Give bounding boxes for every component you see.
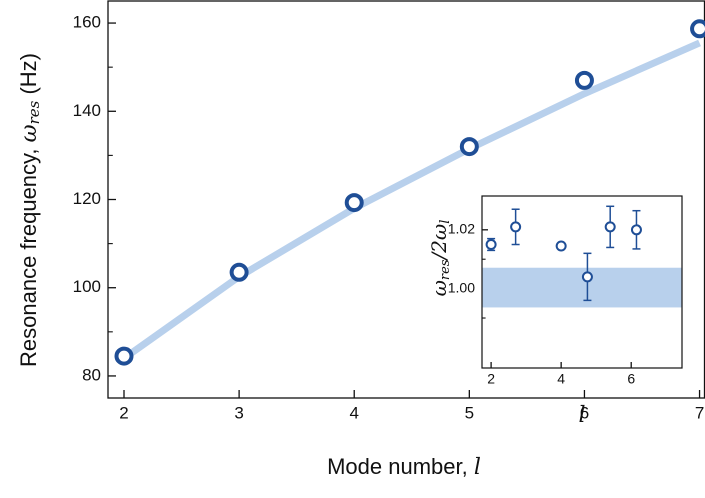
data-point xyxy=(574,70,594,90)
inset-x-label: l xyxy=(578,403,585,428)
x-tick-label: 6 xyxy=(627,371,635,387)
y-tick-label: 1.02 xyxy=(448,221,475,237)
y-tick-label: 100 xyxy=(73,277,101,296)
data-point xyxy=(604,221,616,233)
data-point xyxy=(229,262,249,282)
x-tick-label: 7 xyxy=(695,403,704,422)
data-point xyxy=(114,346,134,366)
x-tick-label: 2 xyxy=(119,403,128,422)
band xyxy=(482,267,682,308)
y-tick-label: 120 xyxy=(73,189,101,208)
data-point xyxy=(690,19,705,39)
inset-y-label: ωres/2ωl xyxy=(427,220,453,297)
data-point xyxy=(555,240,567,252)
x-tick-label: 5 xyxy=(465,403,474,422)
y-tick-label: 160 xyxy=(73,13,101,32)
x-axis-label: Mode number, l xyxy=(327,454,481,480)
inset-frame xyxy=(481,195,683,369)
data-point xyxy=(510,221,522,233)
y-axis-label: Resonance frequency, ωres (Hz) xyxy=(16,53,43,367)
data-point xyxy=(459,137,479,157)
x-tick-label: 4 xyxy=(349,403,358,422)
y-tick-label: 140 xyxy=(73,101,101,120)
x-tick-label: 2 xyxy=(487,371,495,387)
x-tick-label: 4 xyxy=(557,371,565,387)
data-point xyxy=(630,224,642,236)
data-point xyxy=(581,271,593,283)
data-point xyxy=(485,239,497,251)
y-tick-label: 1.00 xyxy=(448,279,475,295)
y-tick-label: 80 xyxy=(82,365,101,384)
fit-line xyxy=(121,39,701,362)
x-tick-label: 3 xyxy=(234,403,243,422)
x-tick-label: 6 xyxy=(580,403,589,422)
data-point xyxy=(344,193,364,213)
